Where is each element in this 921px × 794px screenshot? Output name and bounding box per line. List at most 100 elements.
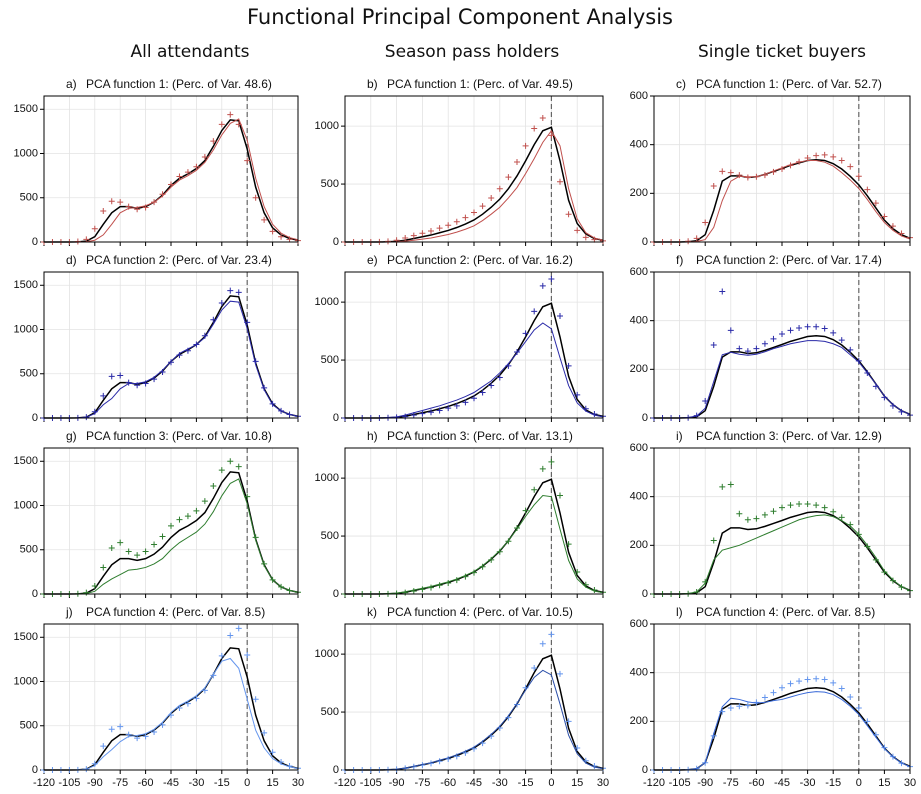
plus-marker: [821, 151, 828, 158]
x-tick-label: -30: [492, 777, 508, 789]
x-tick-label: -120: [643, 777, 665, 789]
plus-marker: [710, 537, 717, 544]
plus-marker: [210, 316, 217, 323]
plus-marker: [193, 695, 200, 702]
panel-title: PCA function 2: (Perc. of Var. 23.4): [86, 253, 272, 267]
plus-marker: [117, 723, 124, 730]
plus-marker: [761, 340, 768, 347]
plus-marker: [471, 395, 477, 402]
plus-marker: [744, 348, 751, 355]
plus-marker: [531, 665, 538, 672]
y-tick-label: 1500: [14, 455, 38, 467]
x-tick-label: -105: [360, 777, 382, 789]
panel-label: e): [367, 253, 378, 267]
x-tick-label: -15: [518, 777, 534, 789]
plus-marker: [210, 483, 217, 490]
y-tick-label: 1500: [14, 279, 38, 291]
plus-marker: [855, 704, 862, 711]
y-tick-label: 1000: [315, 120, 339, 132]
plus-marker: [770, 689, 777, 696]
y-tick-label: 400: [630, 139, 648, 151]
plus-marker: [557, 313, 563, 320]
plus-marker: [261, 216, 268, 223]
plus-marker: [142, 733, 149, 740]
x-tick-label: -45: [466, 777, 482, 789]
plus-marker: [108, 544, 115, 551]
y-tick-label: 500: [321, 530, 339, 542]
x-tick-label: -105: [58, 777, 80, 789]
plus-marker: [436, 225, 443, 232]
plus-marker: [881, 213, 888, 220]
plus-marker: [252, 696, 259, 703]
x-tick-label: -105: [669, 777, 691, 789]
y-tick-label: 600: [630, 266, 648, 278]
panel-title: PCA function 1: (Perc. of Var. 49.5): [387, 77, 573, 91]
y-tick-label: 0: [642, 588, 648, 600]
plus-marker: [574, 744, 581, 751]
plus-marker: [159, 721, 166, 728]
plus-marker: [804, 323, 811, 330]
plus-marker: [565, 211, 572, 218]
plus-marker: [134, 552, 141, 559]
panel-title: PCA function 3: (Perc. of Var. 13.1): [387, 429, 573, 443]
plus-marker: [227, 458, 234, 465]
plus-marker: [134, 735, 141, 742]
x-tick-label: 15: [571, 777, 583, 789]
y-tick-label: 200: [630, 715, 648, 727]
x-tick-label: -60: [440, 777, 456, 789]
plus-marker: [252, 194, 259, 201]
plus-marker: [402, 234, 409, 241]
y-tick-label: 500: [321, 706, 339, 718]
panel: 0 200 400 600 -120 -105 -90 -75 -60 -45 -30 -15 0 15 3…: [630, 605, 916, 789]
plot-frame: [653, 95, 911, 243]
plus-marker: [227, 287, 234, 294]
plus-marker: [838, 337, 845, 344]
plus-marker: [428, 584, 434, 591]
x-tick-label: 30: [292, 777, 304, 789]
plus-marker: [804, 500, 811, 507]
plot-frame: [43, 623, 299, 771]
panel-title: PCA function 4: (Perc. of Var. 8.5): [86, 605, 265, 619]
panel: 0 500 1000 h) PCA function 3: (Perc. of Var.…: [315, 429, 606, 600]
plus-marker: [436, 407, 443, 414]
plus-marker: [736, 510, 743, 517]
plot-frame: [43, 447, 299, 595]
panel-title: PCA function 4: (Perc. of Var. 10.5): [387, 605, 573, 619]
plus-marker: [821, 676, 828, 683]
plus-marker: [269, 749, 276, 756]
plus-marker: [727, 327, 734, 334]
plus-marker: [100, 208, 107, 215]
plus-marker: [462, 214, 469, 221]
x-tick-label: -90: [389, 777, 405, 789]
panel: 0 500 1000 1500 a) PCA function 1: (Perc. of …: [14, 77, 301, 248]
plus-marker: [574, 568, 581, 575]
plus-marker: [565, 718, 572, 725]
plus-marker: [117, 539, 124, 546]
plus-marker: [227, 632, 234, 639]
plus-marker: [539, 115, 546, 122]
y-tick-label: 0: [333, 764, 339, 776]
plus-marker: [410, 232, 417, 239]
plus-marker: [184, 513, 191, 520]
panel-title: PCA function 1: (Perc. of Var. 48.6): [86, 77, 272, 91]
plus-marker: [830, 679, 837, 686]
plus-marker: [539, 282, 546, 289]
panel-title: PCA function 3: (Perc. of Var. 12.9): [696, 429, 882, 443]
plus-marker: [864, 718, 871, 725]
plus-marker: [838, 157, 845, 164]
x-tick-label: -45: [774, 777, 790, 789]
plus-marker: [881, 394, 888, 401]
plus-marker: [779, 504, 785, 511]
plus-marker: [176, 173, 183, 180]
plus-marker: [151, 728, 158, 735]
plus-marker: [168, 181, 174, 188]
y-tick-label: 200: [630, 187, 648, 199]
plus-marker: [100, 743, 107, 750]
panel-label: h): [367, 429, 378, 443]
plus-marker: [557, 178, 563, 185]
plus-marker: [821, 504, 828, 511]
plus-marker: [176, 705, 183, 712]
plus-marker: [855, 173, 862, 180]
plus-marker: [531, 308, 538, 315]
plus-marker: [445, 405, 452, 412]
